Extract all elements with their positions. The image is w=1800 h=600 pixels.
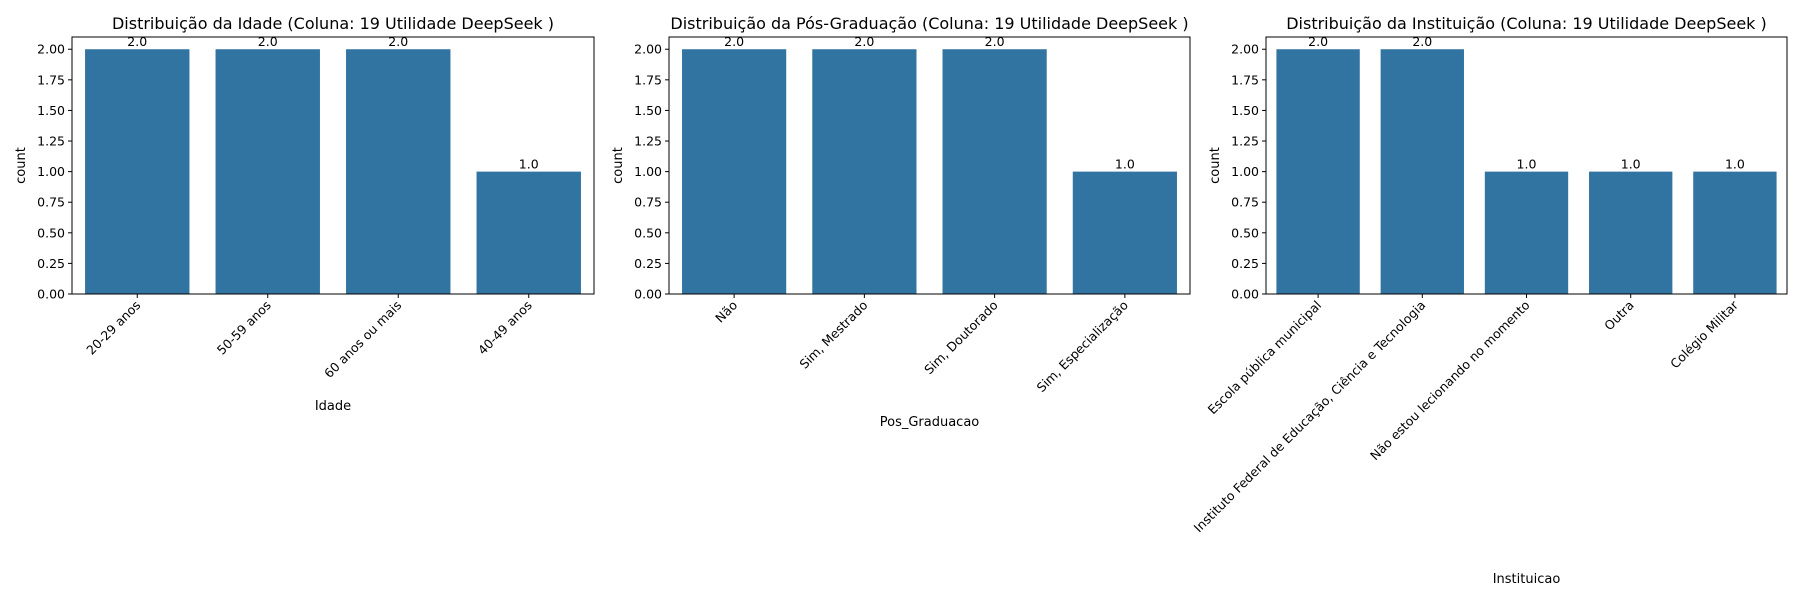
y-tick-label: 1.25 xyxy=(634,134,662,149)
x-axis-label: Idade xyxy=(315,399,351,414)
bar-value-label: 1.0 xyxy=(519,157,539,172)
y-tick-label: 1.75 xyxy=(1231,72,1259,87)
bar-value-label: 1.0 xyxy=(1517,157,1537,172)
bar xyxy=(1380,49,1464,294)
x-tick-label: Escola pública municipal xyxy=(1205,298,1325,418)
y-tick-label: 2.00 xyxy=(634,42,662,57)
x-axis-label: Instituicao xyxy=(1493,572,1561,587)
bar xyxy=(1484,171,1569,294)
y-tick-label: 0.00 xyxy=(634,287,662,302)
plot-frame xyxy=(668,36,1191,295)
bar-value-label: 2.0 xyxy=(724,34,744,49)
x-tick-label: 40-49 anos xyxy=(475,298,535,358)
bar-value-label: 2.0 xyxy=(854,34,874,49)
bar xyxy=(942,49,1047,294)
y-tick-label: 1.50 xyxy=(37,103,65,118)
x-tick-label: Sim, Doutorado xyxy=(921,298,1001,378)
bar xyxy=(215,49,320,294)
bar xyxy=(346,49,451,294)
y-tick-label: 1.00 xyxy=(37,164,65,179)
y-tick-label: 1.50 xyxy=(634,103,662,118)
bar xyxy=(812,49,917,294)
y-tick-label: 1.00 xyxy=(1231,164,1259,179)
bar-value-label: 2.0 xyxy=(1308,34,1328,49)
bar-value-label: 2.0 xyxy=(258,34,278,49)
x-tick-label: Não xyxy=(712,298,740,326)
y-axis-label: count xyxy=(14,147,29,184)
y-tick-label: 0.50 xyxy=(37,225,65,240)
bar xyxy=(1589,171,1673,294)
chart-panel-1: Distribuição da Idade (Coluna: 19 Utilid… xyxy=(14,14,595,414)
y-tick-label: 0.00 xyxy=(1231,287,1259,302)
y-tick-label: 1.00 xyxy=(634,164,662,179)
y-tick-label: 2.00 xyxy=(1231,42,1259,57)
bar-value-label: 2.0 xyxy=(1412,34,1432,49)
y-tick-label: 0.75 xyxy=(37,195,65,210)
x-tick-label: Instituto Federal de Educação, Ciência e… xyxy=(1191,298,1429,536)
y-tick-label: 0.50 xyxy=(1231,225,1259,240)
y-tick-label: 2.00 xyxy=(37,42,65,57)
bar xyxy=(85,49,190,294)
y-tick-label: 0.25 xyxy=(634,256,662,271)
x-tick-label: Colégio Militar xyxy=(1667,297,1741,371)
y-tick-label: 0.75 xyxy=(1231,195,1259,210)
bar-value-label: 2.0 xyxy=(127,34,147,49)
y-tick-label: 0.00 xyxy=(37,287,65,302)
bar xyxy=(1276,49,1360,294)
x-tick-label: Sim, Especialização xyxy=(1033,298,1131,396)
y-tick-label: 1.50 xyxy=(1231,103,1259,118)
x-tick-label: 60 anos ou mais xyxy=(321,298,404,381)
bar xyxy=(1693,171,1777,294)
x-tick-label: 20-29 anos xyxy=(83,298,143,358)
y-tick-label: 0.75 xyxy=(634,195,662,210)
chart-title: Distribuição da Idade (Coluna: 19 Utilid… xyxy=(112,14,554,33)
x-tick-label: 50-59 anos xyxy=(214,298,274,358)
bar-value-label: 1.0 xyxy=(1115,157,1135,172)
bar-value-label: 2.0 xyxy=(985,34,1005,49)
chart-panel-3: Distribuição da Instituição (Coluna: 19 … xyxy=(1191,14,1788,587)
y-tick-label: 1.25 xyxy=(1231,134,1259,149)
y-tick-label: 1.75 xyxy=(37,72,65,87)
y-tick-label: 0.25 xyxy=(37,256,65,271)
y-tick-label: 0.25 xyxy=(1231,256,1259,271)
bar xyxy=(682,49,787,294)
bar xyxy=(1072,171,1177,294)
y-axis-label: count xyxy=(1208,147,1223,184)
x-axis-label: Pos_Graduacao xyxy=(880,415,980,430)
y-tick-label: 0.50 xyxy=(634,225,662,240)
y-axis-label: count xyxy=(611,147,626,184)
x-tick-label: Outra xyxy=(1601,298,1637,334)
bar-value-label: 1.0 xyxy=(1725,157,1745,172)
y-tick-label: 1.25 xyxy=(37,134,65,149)
x-tick-label: Sim, Mestrado xyxy=(796,298,870,372)
bar-value-label: 2.0 xyxy=(388,34,408,49)
chart-panel-2: Distribuição da Pós-Graduação (Coluna: 1… xyxy=(611,14,1191,430)
y-tick-label: 1.75 xyxy=(634,72,662,87)
chart-title: Distribuição da Instituição (Coluna: 19 … xyxy=(1286,14,1767,33)
chart-title: Distribuição da Pós-Graduação (Coluna: 1… xyxy=(670,14,1188,33)
plot-frame xyxy=(71,36,595,295)
bar xyxy=(476,171,581,294)
bar-value-label: 1.0 xyxy=(1621,157,1641,172)
